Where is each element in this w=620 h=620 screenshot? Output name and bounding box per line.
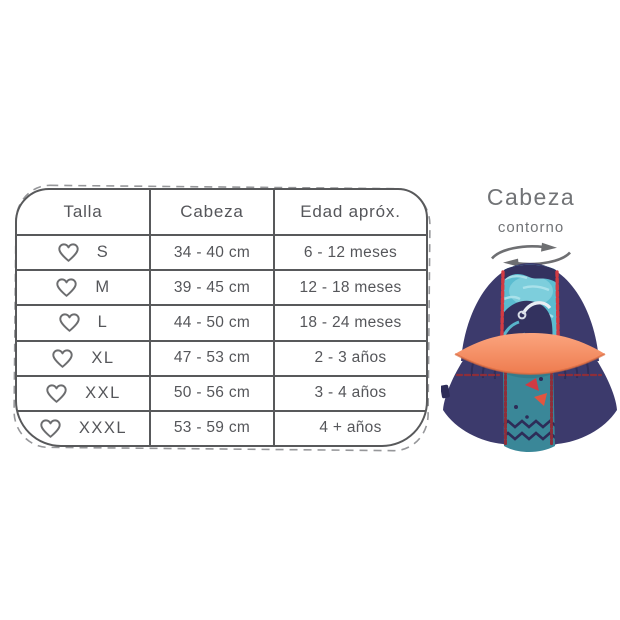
fish-shape xyxy=(525,378,539,391)
age-range-cell: 3 - 4 años xyxy=(273,374,426,410)
heart-icon xyxy=(56,278,78,298)
column-header-edad: Edad apróx. xyxy=(273,190,426,234)
size-label: XXXL xyxy=(78,418,128,437)
wave-pattern xyxy=(503,419,555,441)
column-header-talla: Talla xyxy=(63,202,103,221)
heart-icon xyxy=(58,243,79,262)
size-cell: S xyxy=(17,234,149,269)
size-label: S xyxy=(96,243,110,262)
heart-icon xyxy=(58,313,80,333)
measure-subtitle: contorno xyxy=(497,219,565,236)
flap-stitching xyxy=(455,363,603,446)
measurement-label-group: Cabeza contorno xyxy=(452,184,610,274)
size-cell: XL xyxy=(17,339,149,375)
hat-brim xyxy=(454,333,606,376)
age-range-cell: 18 - 24 meses xyxy=(273,304,426,340)
size-label: L xyxy=(97,313,109,332)
heart-icon xyxy=(46,384,67,403)
column-header-cabeza: Cabeza xyxy=(149,190,273,234)
sun-hat-illustration xyxy=(441,263,617,452)
hat-side-tag xyxy=(441,384,450,399)
age-range-cell: 2 - 3 años xyxy=(273,339,426,375)
size-label: M xyxy=(95,278,111,297)
size-cell: XXXL xyxy=(17,409,149,445)
rotation-arrows-icon xyxy=(491,242,571,267)
age-range-cell: 12 - 18 meses xyxy=(273,269,426,305)
head-circumference-cell: 47 - 53 cm xyxy=(149,339,273,375)
flap-center-panel xyxy=(503,363,555,452)
size-label: XL xyxy=(91,348,115,367)
age-range-cell: 4 + años xyxy=(273,409,426,445)
heart-icon xyxy=(52,348,74,368)
size-table: Talla Cabeza Edad apróx. S 34 - 40 cm 6 … xyxy=(15,188,428,447)
measure-title: Cabeza xyxy=(486,184,576,210)
size-label: XXL xyxy=(85,383,121,402)
heart-icon xyxy=(40,419,61,438)
fish-shape xyxy=(534,393,547,406)
head-circumference-cell: 34 - 40 cm xyxy=(149,234,273,270)
size-cell: M xyxy=(17,269,149,304)
head-circumference-cell: 39 - 45 cm xyxy=(149,269,273,305)
head-circumference-cell: 53 - 59 cm xyxy=(149,409,273,445)
head-circumference-cell: 50 - 56 cm xyxy=(149,374,273,410)
size-cell: XXL xyxy=(17,374,149,410)
head-circumference-cell: 44 - 50 cm xyxy=(149,304,273,340)
age-range-cell: 6 - 12 meses xyxy=(273,234,426,270)
size-cell: L xyxy=(17,304,149,339)
